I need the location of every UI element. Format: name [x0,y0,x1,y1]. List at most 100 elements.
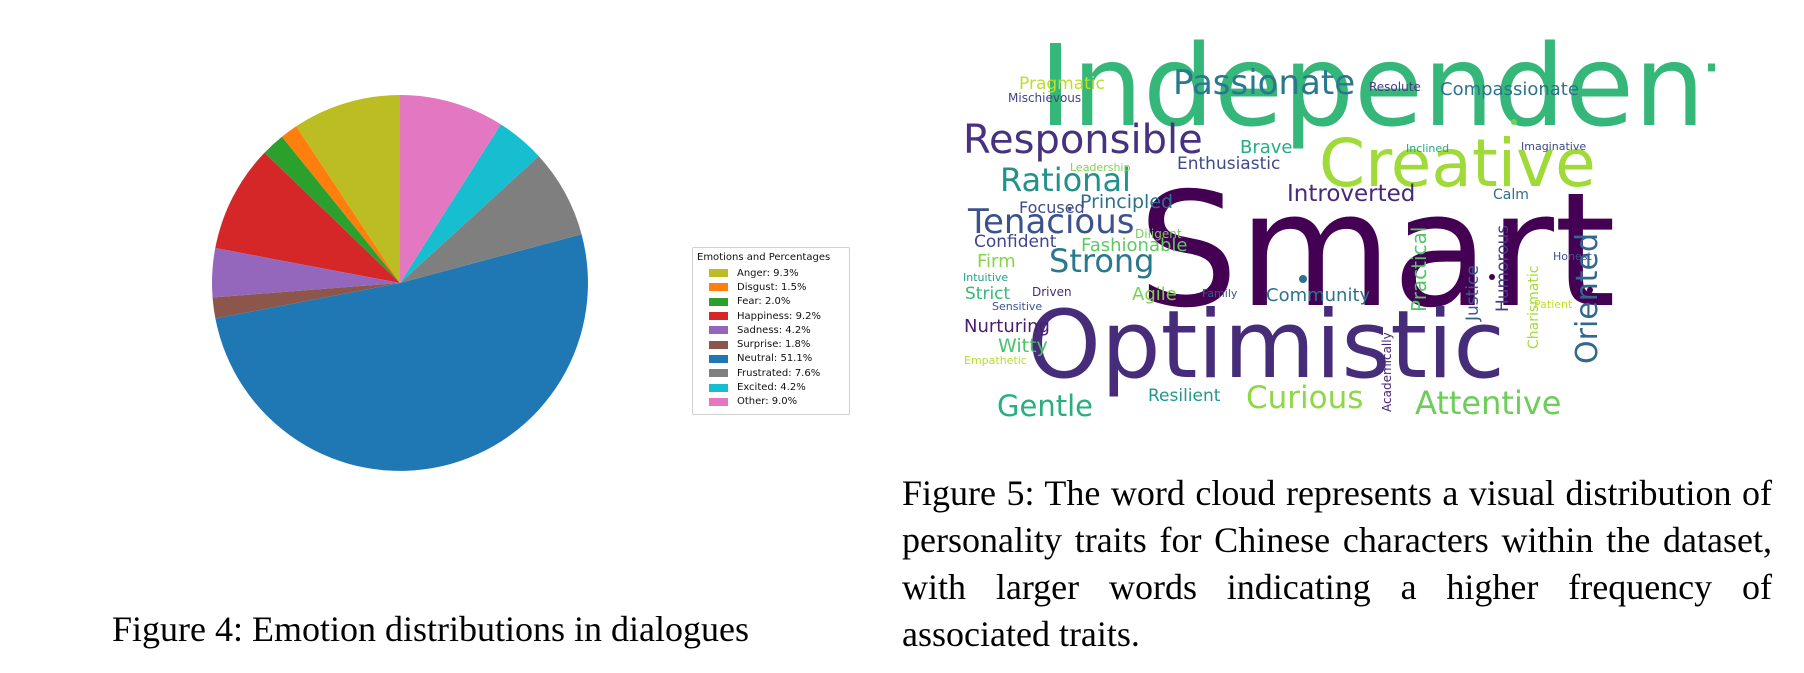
word-justice: Justice [1463,265,1483,322]
legend-entry-surprise: Surprise: 1.8% [697,337,843,351]
legend-label: Happiness: 9.2% [737,310,821,322]
word-focused: Focused [1019,198,1085,217]
word-strict: Strict [965,284,1011,304]
legend-entry-frustrated: Frustrated: 7.6% [697,366,843,380]
word-firm: Firm [977,251,1016,272]
personality-word-cloud: Independent Smart Optimistic Creative Passio… [955,38,1715,438]
legend-label: Excited: 4.2% [737,382,806,394]
word-inclined: Inclined [1406,142,1449,155]
word-responsible: Responsible [963,117,1203,163]
word-oriented: Oriented [1570,233,1605,364]
cloud-dot [1587,287,1593,293]
legend-label: Frustrated: 7.6% [737,367,821,379]
legend-entry-disgust: Disgust: 1.5% [697,280,843,294]
pie-slice-fear [264,136,400,283]
legend-label: Disgust: 1.5% [737,281,807,293]
word-confident: Confident [974,232,1057,252]
word-gentle: Gentle [997,389,1093,423]
word-compassionate: Compassionate [1440,79,1579,100]
legend-swatch [709,369,728,378]
pie-slice-frustrated [400,156,582,283]
word-humorous: Humorous [1493,225,1513,312]
legend-label: Other: 9.0% [737,396,798,408]
word-smart: Smart [1138,159,1616,343]
pie-slice-surprise [212,283,400,319]
legend-swatch [709,297,728,306]
word-optimistic: Optimistic [1027,291,1505,400]
cloud-dot [1489,274,1495,280]
word-honest: Honest [1553,250,1592,263]
word-resolute: Resolute [1369,80,1421,94]
legend-entry-excited: Excited: 4.2% [697,380,843,394]
pie-slice-happiness [215,152,400,283]
word-strong: Strong [1049,242,1154,280]
legend-label: Fear: 2.0% [737,296,791,308]
pie-slice-neutral [215,234,588,471]
pie-slice-anger [296,95,400,283]
legend-label: Neutral: 51.1% [737,353,813,365]
word-resilient: Resilient [1148,386,1221,406]
emotion-pie-chart [212,95,588,471]
word-empathetic: Empathetic [964,354,1027,367]
legend-swatch [709,283,728,292]
legend-label: Sadness: 4.2% [737,324,811,336]
pie-slice-sadness [212,248,400,298]
legend-label: Anger: 9.3% [737,267,799,279]
legend-swatch [709,383,728,392]
legend-swatch [709,397,728,406]
word-driven: Driven [1032,285,1072,299]
legend-swatch [709,269,728,278]
legend-entry-other: Other: 9.0% [697,395,843,409]
legend-swatch [709,326,728,335]
word-charismatic: Charismatic [1526,266,1542,349]
pie-legend: Emotions and Percentages Anger: 9.3% Disg… [692,247,850,415]
figure5-caption: Figure 5: The word cloud represents a vi… [902,473,1772,654]
word-practical: Practical [1407,227,1431,312]
word-imaginative: Imaginative [1521,140,1586,153]
pie-slice-excited [400,124,539,283]
legend-swatch [709,340,728,349]
word-attentive: Attentive [1415,384,1561,422]
word-curious: Curious [1246,380,1363,416]
word-principled: Principled [1080,191,1173,213]
cloud-dot [1511,119,1517,125]
word-intuitive: Intuitive [963,271,1008,284]
word-academically: Academically [1380,332,1394,412]
legend-entry-anger: Anger: 9.3% [697,266,843,280]
word-community: Community [1266,285,1371,306]
figure4-caption: Figure 4: Emotion distributions in dialo… [112,609,749,649]
word-fashionable: Fashionable [1081,235,1187,256]
word-leadership: Leadership [1070,161,1130,174]
legend-entry-happiness: Happiness: 9.2% [697,309,843,323]
word-enthusiastic: Enthusiastic [1177,154,1280,174]
word-diligent: Diligent [1135,227,1182,241]
word-rational: Rational [1000,161,1131,199]
legend-entry-sadness: Sadness: 4.2% [697,323,843,337]
word-tenacious: Tenacious [967,202,1135,242]
word-patient: Patient [1534,298,1573,311]
word-passionate: Passionate [1173,63,1355,103]
word-pragmatic: Pragmatic [1019,74,1105,94]
word-sensitive: Sensitive [992,300,1042,313]
cloud-dot [1299,275,1307,283]
word-independent: Independent [1039,38,1715,152]
emotion-pie-figure: Emotions and Percentages Anger: 9.3% Disg… [60,40,900,600]
legend-label: Surprise: 1.8% [737,339,811,351]
legend-swatch [709,354,728,363]
word-witty: Witty [998,335,1048,357]
legend-swatch [709,312,728,321]
word-nurturing: Nurturing [964,316,1050,337]
word-agile: Agile [1132,284,1177,305]
pie-slice-other [400,95,501,283]
legend-entry-fear: Fear: 2.0% [697,295,843,309]
word-calm: Calm [1493,187,1529,203]
pie-slice-disgust [281,126,400,283]
word-creative: Creative [1319,125,1596,202]
legend-entry-neutral: Neutral: 51.1% [697,352,843,366]
legend-entries: Anger: 9.3% Disgust: 1.5% Fear: 2.0% Happin… [697,266,843,409]
word-mischievous: Mischievous [1008,91,1081,105]
legend-title: Emotions and Percentages [697,252,831,263]
word-introverted: Introverted [1287,181,1415,207]
word-family: Family [1202,287,1238,300]
